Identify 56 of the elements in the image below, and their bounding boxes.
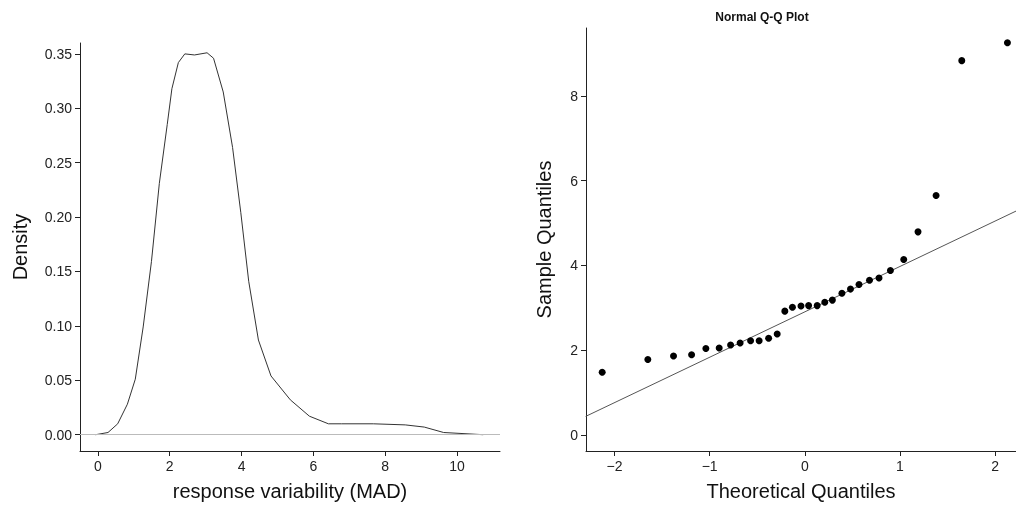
point: [773, 330, 781, 338]
point: [702, 344, 710, 352]
point: [670, 352, 678, 360]
point: [747, 337, 755, 345]
point: [644, 355, 652, 363]
y-tick-label: 2: [570, 342, 579, 359]
point: [813, 302, 821, 310]
point: [866, 276, 873, 284]
x-tick-label: 8: [381, 458, 390, 474]
y-tick-label: 0.20: [44, 209, 73, 226]
y-tick-label: 0.35: [44, 45, 73, 62]
point: [838, 289, 846, 297]
y-tick-label: 0.15: [44, 263, 73, 280]
point: [855, 280, 863, 288]
point: [781, 307, 789, 315]
point: [788, 303, 796, 311]
x-axis-title: response variability (MAD): [172, 480, 408, 502]
x-tick-label: −1: [701, 458, 718, 474]
x-tick-label: 0: [94, 458, 103, 474]
y-tick-label: 4: [570, 257, 579, 274]
y-axis-title: Sample Quantiles: [533, 160, 555, 319]
x-tick-label: 4: [237, 458, 246, 474]
x-tick-label: 10: [449, 458, 465, 474]
point: [688, 351, 696, 359]
point: [736, 339, 744, 347]
y-tick-label: 0.10: [44, 317, 73, 334]
y-tick-label: 0: [570, 426, 579, 443]
y-tick-label: 0.05: [44, 372, 73, 389]
x-tick-label: 2: [991, 458, 1000, 474]
x-tick-label: 0: [800, 458, 809, 474]
y-tick-label: 6: [570, 172, 579, 189]
point: [765, 334, 773, 342]
x-axis-title: Theoretical Quantiles: [706, 480, 896, 502]
x-tick-label: 6: [309, 458, 318, 474]
point: [828, 296, 836, 304]
point: [958, 57, 966, 65]
point: [821, 298, 829, 306]
y-tick-label: 0.30: [44, 100, 73, 117]
point: [715, 344, 723, 352]
point: [727, 341, 735, 349]
point: [598, 368, 606, 376]
y-tick-label: 8: [570, 87, 579, 104]
y-axis-title: Density: [9, 213, 31, 281]
point: [805, 302, 813, 310]
point: [886, 266, 894, 274]
y-tick-label: 0.25: [44, 154, 73, 171]
x-tick-label: 1: [896, 458, 905, 474]
x-tick-label: −2: [606, 458, 623, 474]
point: [1003, 39, 1011, 47]
y-tick-label: 0.00: [44, 426, 73, 443]
point: [900, 255, 908, 263]
point: [846, 285, 854, 293]
chart-title: Normal Q-Q Plot: [715, 10, 809, 24]
point: [755, 337, 763, 345]
point: [932, 191, 940, 199]
x-tick-label: 2: [165, 458, 174, 474]
